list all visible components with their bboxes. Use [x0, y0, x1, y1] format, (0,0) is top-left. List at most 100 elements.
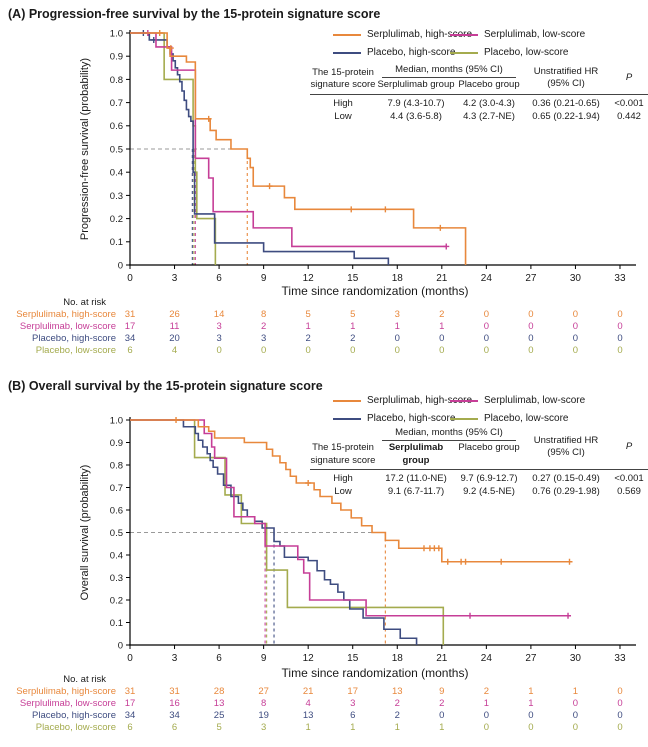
panel-b-title: (B) Overall survival by the 15-protein s…: [8, 379, 323, 393]
serplulimab-group-header: Serplulimab group: [388, 442, 444, 466]
median-column-header: Median, months (95% CI): [382, 64, 516, 79]
hazard-ratio: 0.36 (0.21-0.65): [532, 97, 600, 109]
serplulimab-group-header: Serplulimab group: [377, 79, 455, 91]
median-serplulimab: 17.2 (11.0-NE): [385, 473, 447, 485]
risk-count: 34: [125, 710, 136, 721]
risk-count: 1: [528, 686, 533, 697]
x-tick-label: 27: [525, 273, 537, 284]
risk-count: 20: [169, 333, 180, 344]
median-placebo: 4.2 (3.0-4.3): [463, 97, 515, 109]
risk-count: 2: [350, 333, 355, 344]
risk-count: 5: [216, 722, 221, 733]
x-tick-label: 0: [127, 273, 133, 284]
risk-count: 34: [125, 333, 136, 344]
risk-count: 19: [258, 710, 269, 721]
stats-table-panel-a: The 15-protein signature score Median, mo…: [310, 64, 648, 123]
y-tick-label: 0.7: [110, 98, 123, 109]
risk-count: 0: [261, 345, 266, 356]
censor-mark-serp_high: [498, 558, 505, 565]
legend-label: Serplulimab, low-score: [484, 29, 586, 40]
line-swatch-serplulimab-low: [450, 33, 478, 36]
risk-count: 0: [573, 345, 578, 356]
censor-mark-serp_high: [167, 45, 174, 52]
y-tick-label: 1.0: [110, 28, 123, 39]
censor-mark-serp_high: [266, 183, 273, 190]
risk-row-label: Serplulimab, low-score: [20, 321, 116, 332]
risk-count: 0: [439, 345, 444, 356]
risk-count: 0: [484, 710, 489, 721]
censor-mark-serp_low: [565, 612, 572, 619]
risk-count: 3: [261, 722, 266, 733]
risk-count: 3: [261, 333, 266, 344]
risk-count: 0: [395, 345, 400, 356]
x-tick-label: 6: [216, 653, 222, 664]
x-tick-label: 18: [392, 273, 404, 284]
risk-count: 9: [439, 686, 444, 697]
p-value: <0.001: [614, 97, 644, 109]
row-label: Low: [334, 111, 352, 123]
censor-mark-serp_high: [173, 417, 180, 423]
stats-table-panel-b: The 15-protein signature score Median, mo…: [310, 427, 648, 499]
p-column-header: P: [625, 71, 633, 83]
risk-count: 0: [617, 345, 622, 356]
line-swatch-placebo-high: [333, 51, 361, 54]
legend-item: Placebo, low-score: [450, 413, 585, 424]
risk-count: 0: [484, 722, 489, 733]
x-tick-label: 9: [261, 653, 267, 664]
y-tick-label: 0.6: [110, 505, 123, 516]
risk-count: 4: [172, 345, 177, 356]
risk-count: 1: [439, 321, 444, 332]
legend-label: Placebo, high-score: [367, 413, 456, 424]
risk-count: 8: [261, 309, 266, 320]
risk-count: 0: [573, 333, 578, 344]
y-tick-label: 0.1: [110, 618, 123, 629]
legend-panel-a: Serplulimab, high-score Serplulimab, low…: [333, 29, 585, 58]
risk-count: 8: [261, 698, 266, 709]
hazard-ratio: 0.27 (0.15-0.49): [532, 473, 600, 485]
risk-count: 31: [125, 686, 136, 697]
censor-mark-serp_high: [462, 558, 469, 565]
risk-count: 0: [573, 722, 578, 733]
median-serplulimab: 7.9 (4.3-10.7): [387, 97, 445, 109]
risk-count: 0: [573, 698, 578, 709]
legend-label: Serplulimab, high-score: [367, 395, 473, 406]
risk-count: 0: [573, 309, 578, 320]
y-tick-label: 0.1: [110, 237, 123, 248]
risk-count: 0: [484, 333, 489, 344]
risk-count: 6: [350, 710, 355, 721]
x-tick-label: 15: [347, 653, 359, 664]
risk-count: 1: [350, 722, 355, 733]
risk-count: 3: [350, 698, 355, 709]
risk-row-label: Placebo, low-score: [36, 345, 116, 356]
risk-count: 1: [350, 321, 355, 332]
risk-count: 26: [169, 309, 180, 320]
risk-count: 6: [127, 345, 132, 356]
risk-count: 14: [214, 309, 225, 320]
risk-count: 2: [261, 321, 266, 332]
km-curve-serp_low: [130, 32, 447, 248]
line-swatch-serplulimab-high: [333, 399, 361, 402]
table-stub-header: The 15-protein signature score: [310, 442, 376, 466]
risk-row-label: Placebo, high-score: [32, 333, 116, 344]
p-value: <0.001: [614, 473, 644, 485]
legend-item: Serplulimab, low-score: [450, 395, 585, 406]
y-tick-label: 1.0: [110, 415, 123, 426]
censor-mark-serp_high: [348, 206, 355, 213]
y-tick-label: 0.2: [110, 214, 123, 225]
risk-count: 3: [216, 333, 221, 344]
risk-count: 0: [617, 710, 622, 721]
risk-count: 0: [306, 345, 311, 356]
censor-mark-serp_high: [420, 545, 427, 552]
x-axis-title: Time since randomization (months): [282, 666, 469, 680]
x-tick-label: 27: [525, 653, 537, 664]
risk-count: 0: [528, 333, 533, 344]
y-tick-label: 0.6: [110, 121, 123, 132]
x-axis-title: Time since randomization (months): [282, 284, 469, 298]
risk-count: 0: [617, 321, 622, 332]
censor-mark-serp_low: [443, 243, 450, 250]
legend-item: Placebo, high-score: [333, 47, 455, 58]
risk-count: 11: [170, 321, 180, 332]
legend-item: Serplulimab, high-score: [333, 29, 472, 40]
risk-count: 34: [169, 710, 180, 721]
risk-count: 1: [306, 722, 311, 733]
